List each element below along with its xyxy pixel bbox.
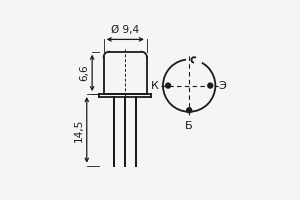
- Text: 6,6: 6,6: [80, 65, 89, 81]
- Circle shape: [208, 83, 213, 88]
- Text: Б: Б: [185, 121, 193, 131]
- Circle shape: [187, 108, 192, 113]
- Text: 14,5: 14,5: [74, 118, 84, 142]
- Text: К: К: [151, 81, 158, 91]
- Text: Ø 9,4: Ø 9,4: [111, 25, 139, 35]
- Text: Э: Э: [218, 81, 226, 91]
- Circle shape: [166, 83, 170, 88]
